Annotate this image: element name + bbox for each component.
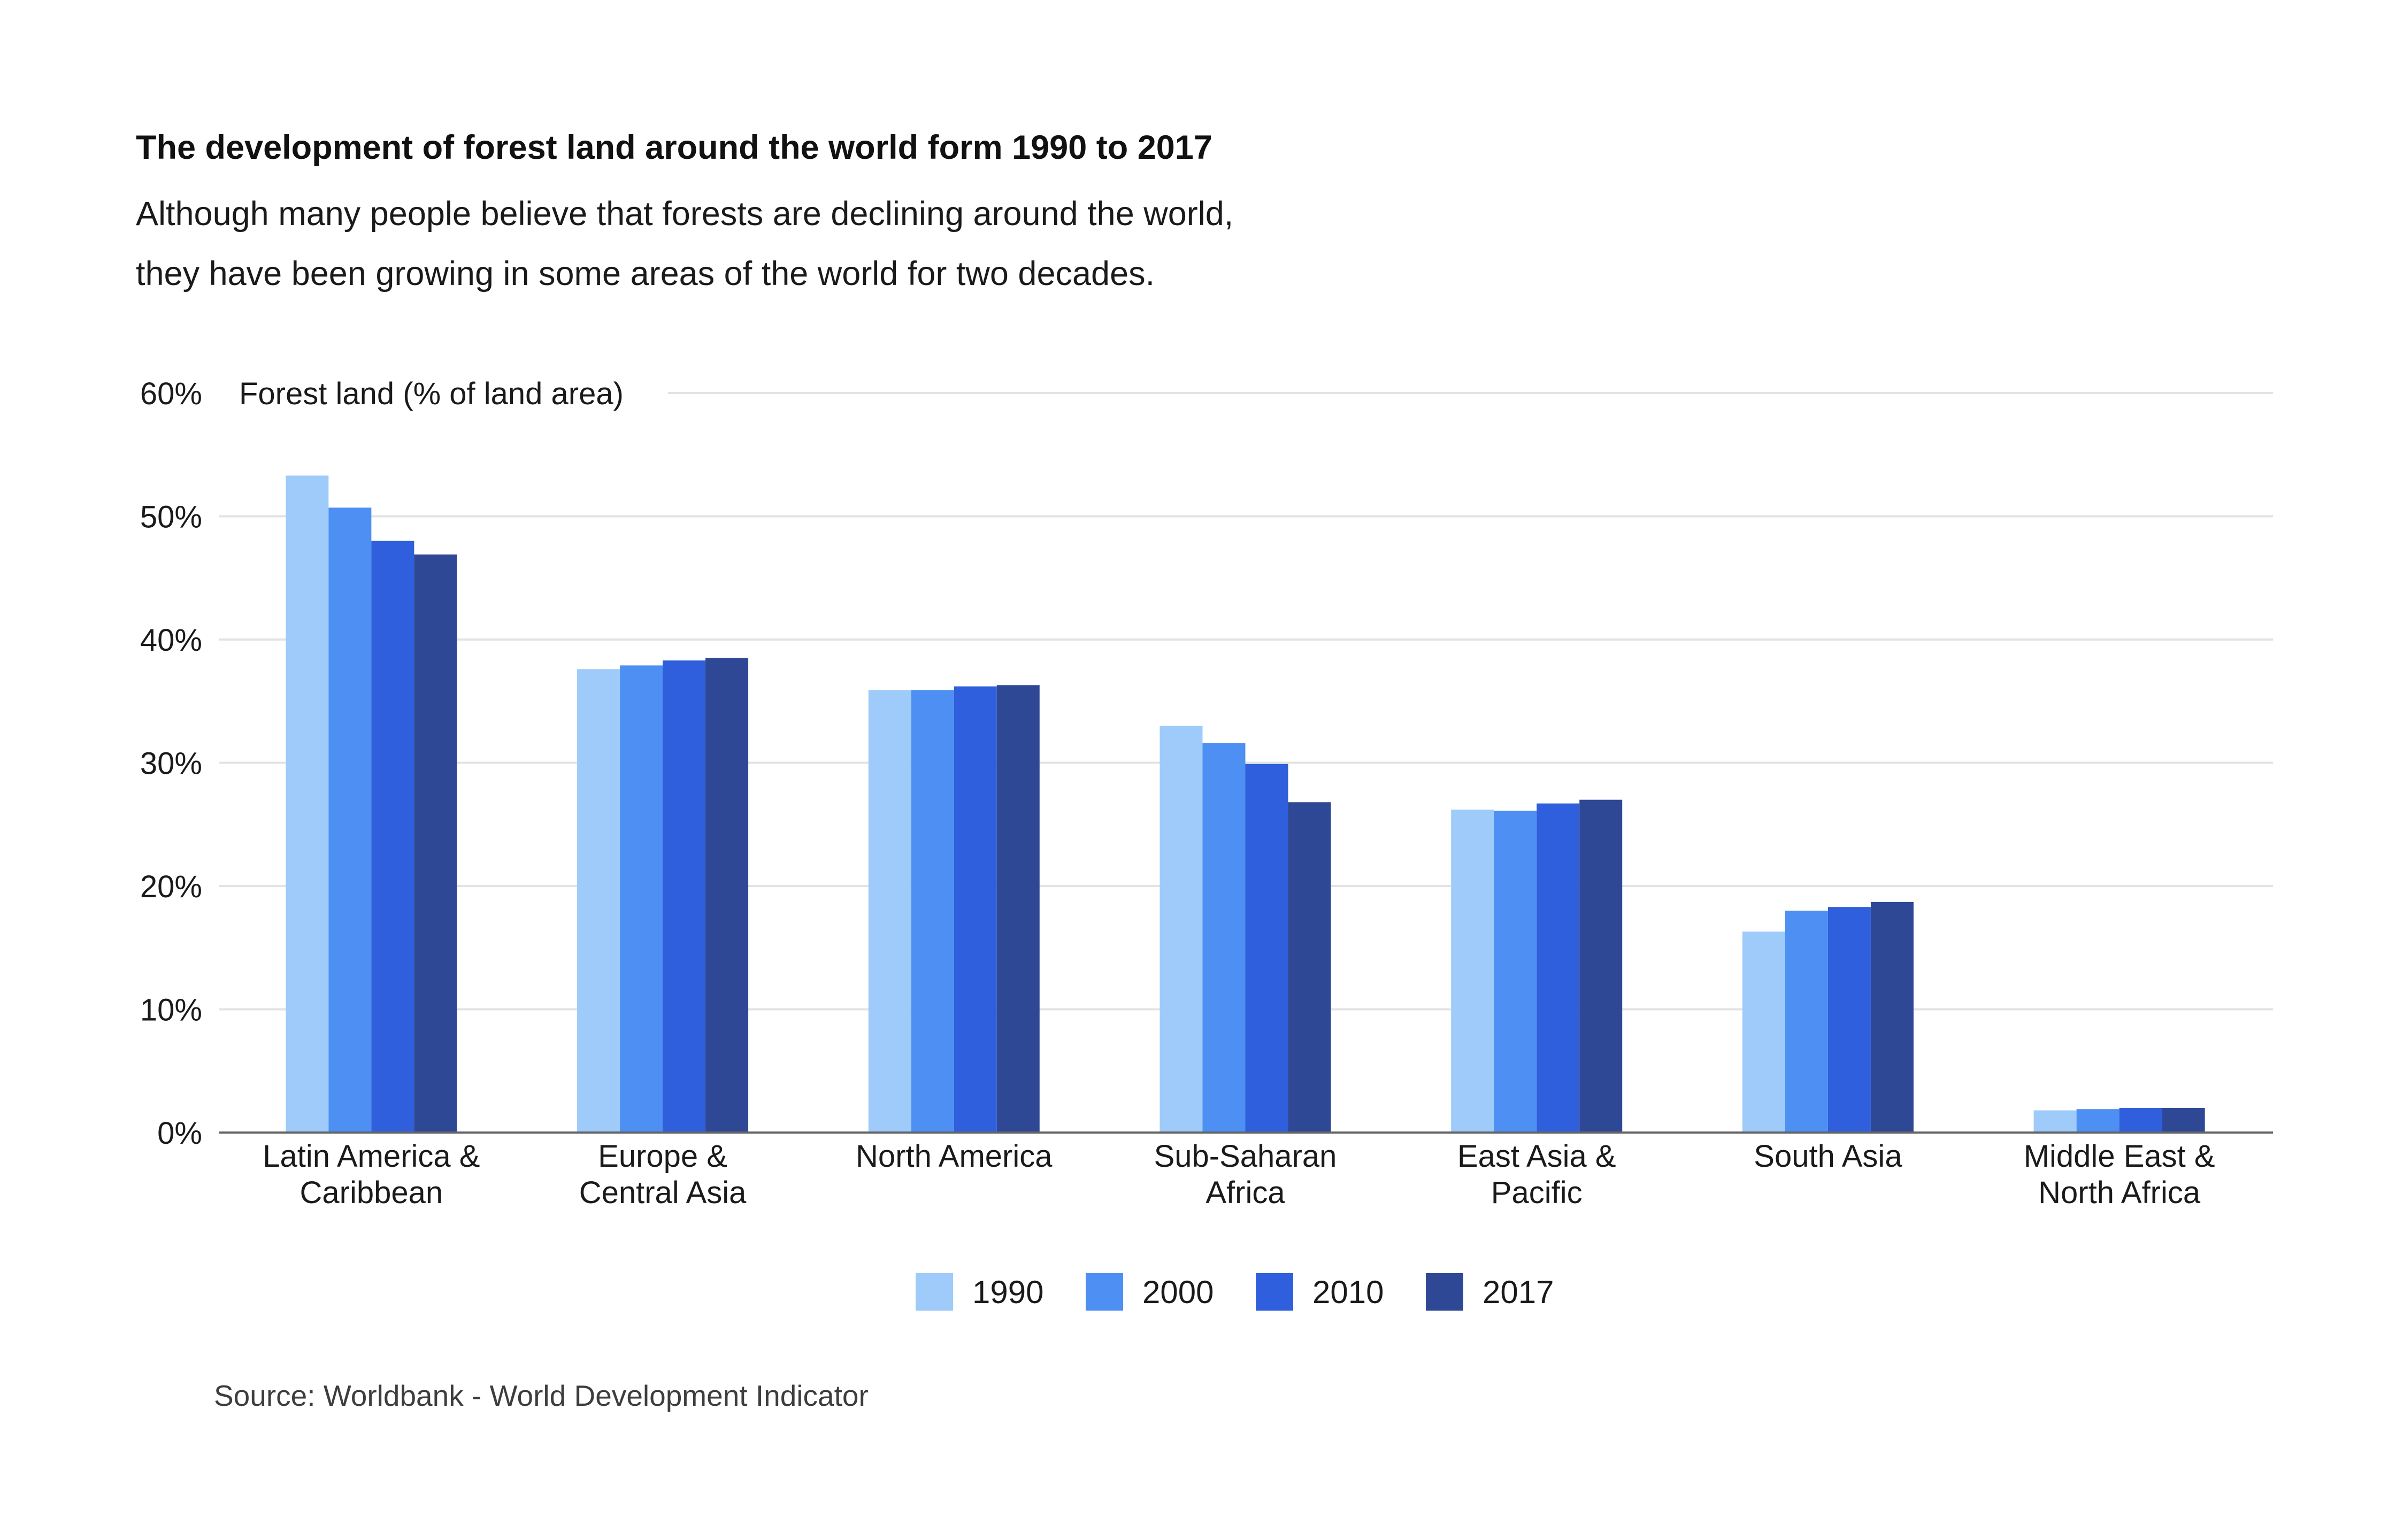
bar <box>996 685 1040 1133</box>
bar <box>1494 811 1537 1133</box>
bar <box>911 690 954 1133</box>
x-tick-label: East Asia & <box>1457 1139 1616 1174</box>
bar <box>663 660 706 1133</box>
subtitle-line-1: Although many people believe that forest… <box>136 195 1234 233</box>
x-tick-label: Pacific <box>1491 1175 1583 1210</box>
bar <box>2119 1107 2162 1133</box>
legend-swatch <box>1086 1273 1123 1311</box>
legend-label: 2017 <box>1483 1274 1554 1310</box>
bar <box>1827 907 1871 1133</box>
bar <box>1202 743 1246 1133</box>
bar <box>1870 902 1914 1133</box>
y-axis-ticks: 0% 10% 20% 30% 40% 50% 60% Forest land (% of la… <box>140 376 624 1151</box>
bar <box>286 475 329 1133</box>
bar <box>1785 911 1828 1133</box>
subtitle-line-2: they have been growing in some areas of … <box>136 255 1155 292</box>
x-tick-label: Latin America & <box>263 1139 480 1174</box>
grid-lines <box>219 392 2273 1011</box>
bar <box>1579 799 1623 1133</box>
y-tick-label: 20% <box>140 869 202 904</box>
bar <box>328 507 372 1133</box>
y-tick-label: 40% <box>140 623 202 658</box>
chart-subtitle: Although many people believe that forest… <box>136 184 1233 304</box>
bar <box>2162 1107 2205 1133</box>
bar <box>620 665 663 1133</box>
bar <box>2033 1110 2077 1133</box>
bar <box>1451 810 1494 1133</box>
bar <box>1245 764 1288 1133</box>
bar <box>577 669 620 1133</box>
bar <box>1537 803 1580 1133</box>
x-tick-label: North America <box>856 1139 1053 1174</box>
y-tick-label: 10% <box>140 993 202 1028</box>
y-tick-label: 50% <box>140 500 202 535</box>
legend-swatch <box>916 1273 953 1311</box>
y-tick-label: 60% <box>140 376 202 411</box>
x-tick-label: South Asia <box>1754 1139 1902 1174</box>
source-note: Source: Worldbank - World Development In… <box>214 1379 869 1412</box>
legend-label: 1990 <box>972 1274 1043 1310</box>
x-tick-label: Caribbean <box>300 1175 443 1210</box>
bar <box>2076 1109 2119 1133</box>
x-tick-label: North Africa <box>2038 1175 2201 1210</box>
legend-label: 2000 <box>1142 1274 1214 1310</box>
y-tick-label: 0% <box>157 1116 202 1151</box>
legend-swatch <box>1426 1273 1463 1311</box>
y-tick-label: 30% <box>140 746 202 781</box>
bar <box>1288 802 1331 1133</box>
x-tick-label: Central Asia <box>579 1175 747 1210</box>
x-tick-label: Africa <box>1205 1175 1285 1210</box>
bar <box>705 658 749 1133</box>
legend-swatch <box>1256 1273 1293 1311</box>
bar <box>954 686 997 1133</box>
x-tick-label: Sub-Saharan <box>1154 1139 1337 1174</box>
x-axis-labels: Latin America &Caribbean Europe &Central … <box>263 1139 2215 1210</box>
legend-label: 2010 <box>1312 1274 1384 1310</box>
bar <box>1159 726 1203 1133</box>
bar <box>868 690 911 1133</box>
bars <box>286 475 2205 1133</box>
y-axis-label: Forest land (% of land area) <box>239 376 624 411</box>
x-tick-label: Europe & <box>598 1139 727 1174</box>
chart-title: The development of forest land around th… <box>136 129 1212 166</box>
bar <box>371 541 414 1133</box>
legend: 1990 2000 2010 2017 <box>916 1273 1554 1311</box>
bar <box>414 554 457 1133</box>
x-tick-label: Middle East & <box>2024 1139 2215 1174</box>
bar <box>1742 931 1785 1133</box>
